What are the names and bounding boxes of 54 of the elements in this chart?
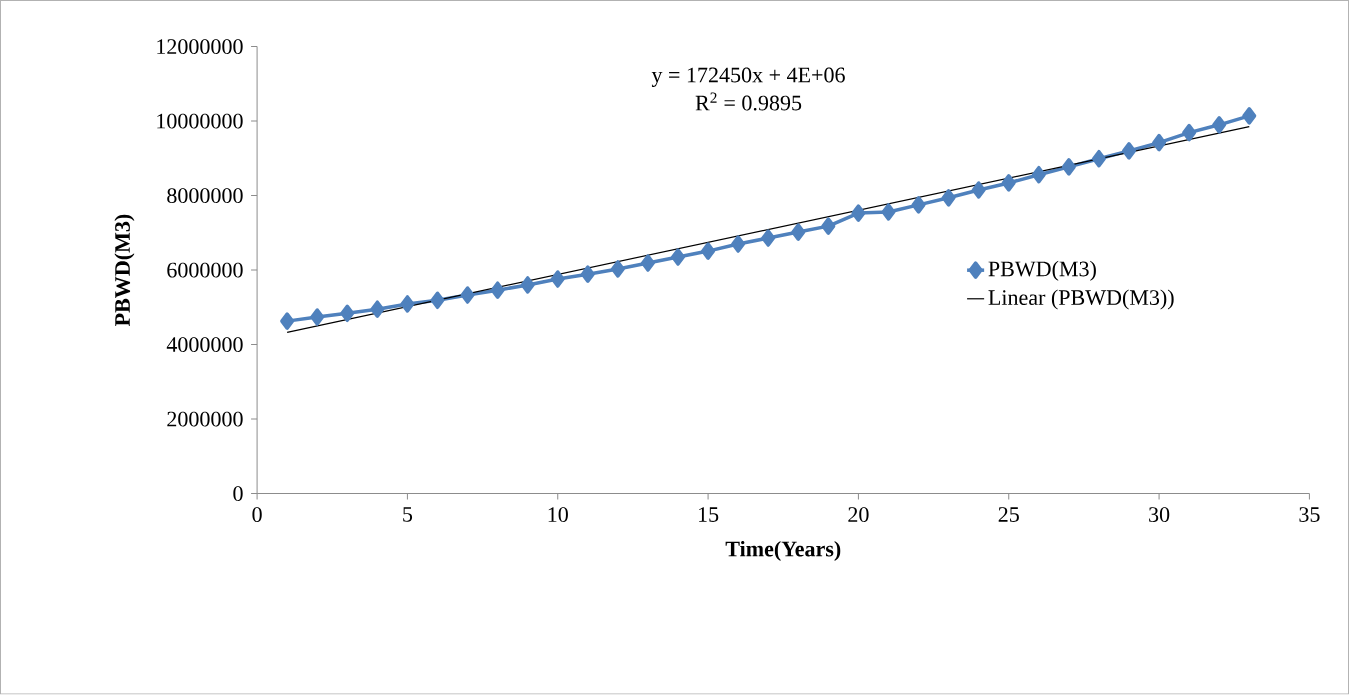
point — [1001, 174, 1016, 192]
x-axis-title: Time(Years) — [725, 541, 841, 562]
x-tick-label: 30 — [1149, 507, 1170, 523]
y-tick-label: 6000000 — [167, 262, 243, 278]
y-tick-label: 12000000 — [157, 39, 243, 55]
point — [520, 276, 535, 294]
point — [1091, 150, 1106, 168]
point — [460, 286, 475, 305]
point — [400, 295, 415, 313]
point — [701, 242, 716, 261]
annotation: R$^{2}$ = 0.9895 — [695, 92, 802, 111]
y-tick-label: 8000000 — [167, 188, 243, 204]
point — [610, 260, 625, 278]
point — [761, 229, 776, 248]
point — [881, 203, 896, 221]
point — [731, 235, 746, 254]
x-tick-label: 20 — [848, 507, 869, 523]
point — [370, 300, 385, 319]
y-tick-label: 0 — [233, 486, 243, 502]
point — [1061, 158, 1076, 176]
point — [550, 270, 565, 289]
annotation: y = 172450x + 4E+06 — [651, 67, 845, 88]
point — [640, 254, 655, 273]
point — [791, 223, 806, 242]
point — [310, 308, 325, 327]
x-tick-label: 5 — [403, 507, 413, 523]
point — [1182, 124, 1197, 142]
point — [1121, 142, 1137, 160]
x-tick-label: 25 — [998, 507, 1019, 523]
point — [1212, 116, 1227, 134]
point — [1152, 134, 1167, 152]
point — [670, 248, 686, 267]
point — [851, 204, 866, 223]
point — [821, 217, 836, 236]
y-axis-title: PBWD(M3) — [114, 214, 135, 327]
point — [490, 281, 505, 300]
point — [911, 196, 926, 214]
y-tick-label: 2000000 — [167, 411, 243, 427]
point — [340, 304, 355, 323]
point — [430, 291, 445, 310]
x-tick-label: 10 — [548, 507, 568, 523]
legend-label: PBWD(M3) — [988, 261, 1096, 282]
x-tick-label: 15 — [699, 507, 719, 523]
y-tick-label: 10000000 — [157, 113, 243, 129]
point — [1242, 107, 1257, 125]
legend-label: Linear (PBWD(M3)) — [988, 289, 1174, 310]
point — [280, 312, 295, 331]
point — [941, 189, 956, 207]
point — [971, 181, 986, 200]
point — [580, 265, 595, 284]
x-tick-label: 0 — [252, 507, 262, 523]
x-tick-label: 35 — [1299, 507, 1320, 523]
y-tick-label: 4000000 — [166, 337, 243, 353]
point — [1031, 166, 1046, 184]
